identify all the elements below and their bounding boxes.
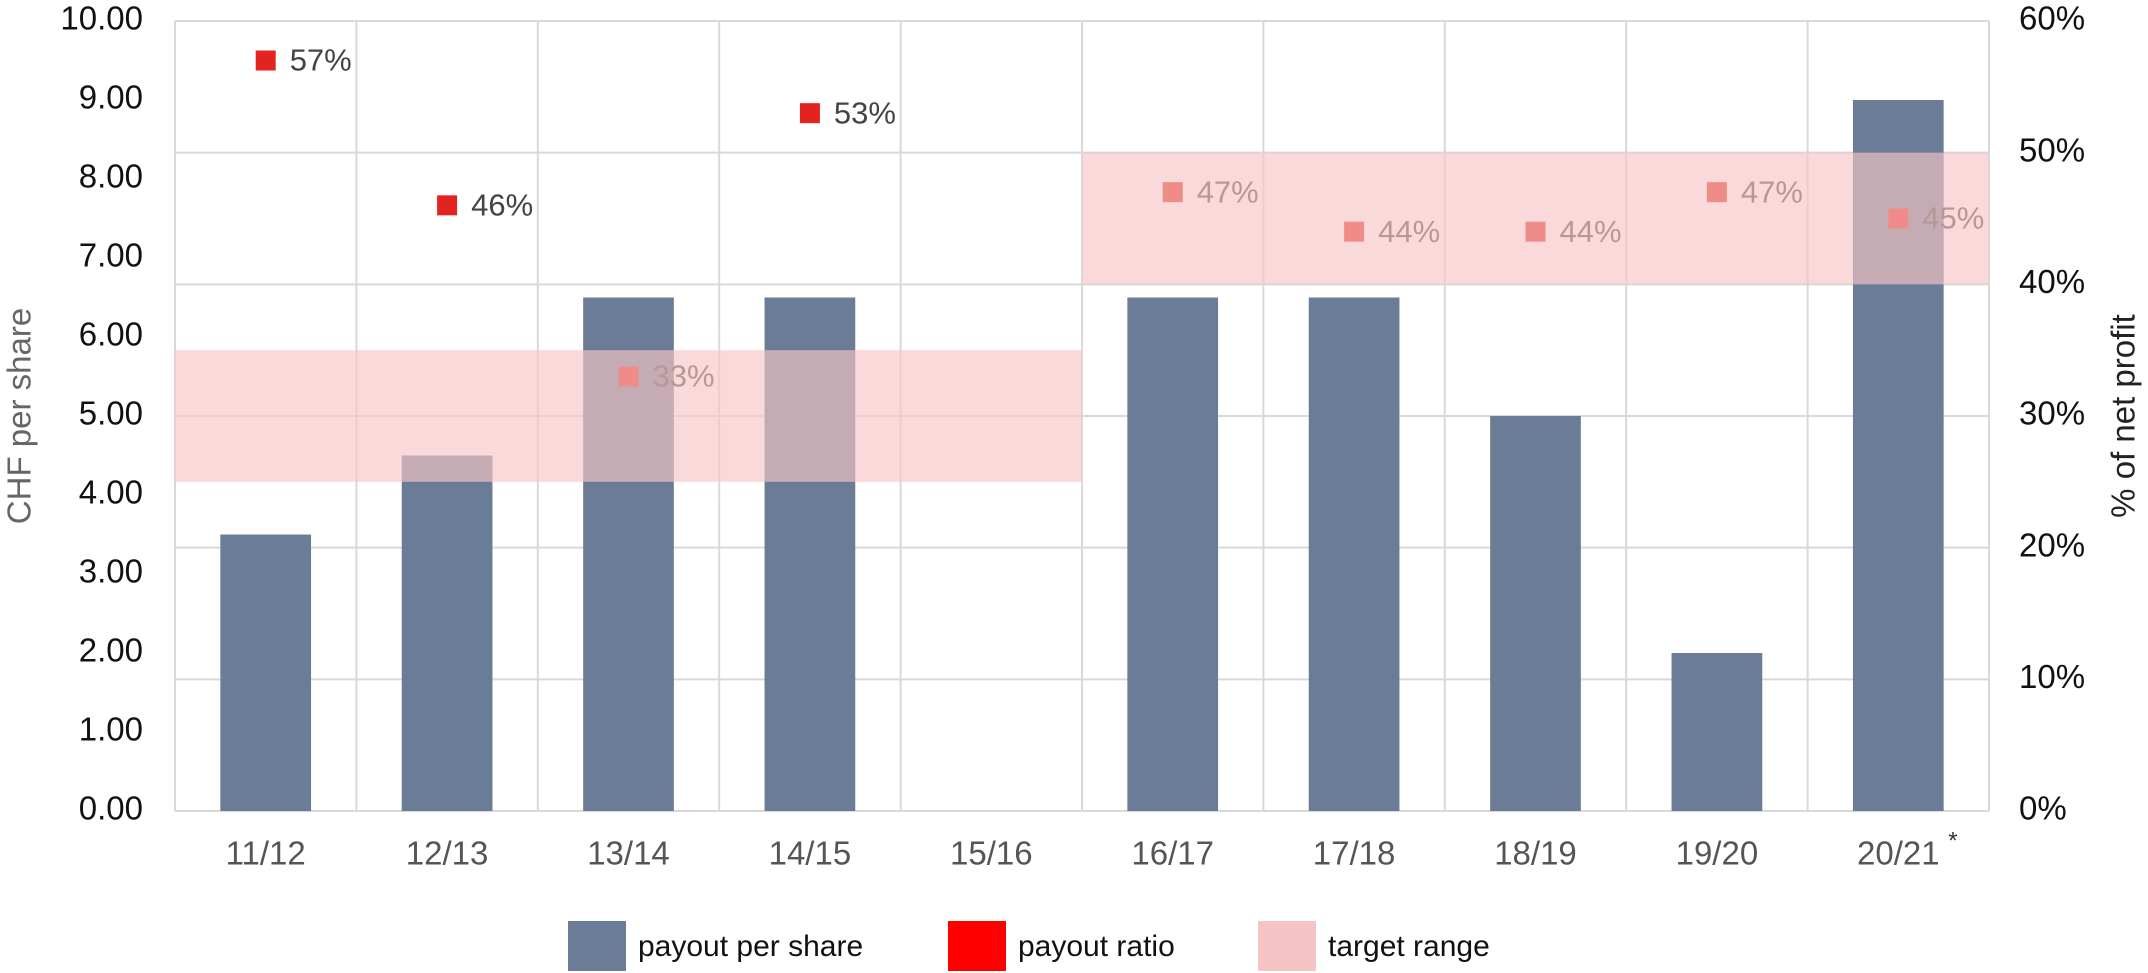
data-label: 46%: [471, 188, 533, 223]
x-tick-label: 18/19: [1494, 835, 1577, 872]
x-tick-label: 17/18: [1313, 835, 1396, 872]
x-tick-label: 13/14: [587, 835, 670, 872]
y-tick-label: 6.00: [79, 316, 143, 353]
y-tick-label: 0.00: [79, 790, 143, 827]
marker: [437, 195, 458, 216]
y-tick-label: 4.00: [79, 474, 143, 511]
y2-tick-label: 0%: [2019, 790, 2067, 827]
x-tick-label: 15/16: [950, 835, 1033, 872]
y-tick-label: 3.00: [79, 553, 143, 590]
y2-tick-label: 60%: [2019, 0, 2085, 37]
y-tick-label: 9.00: [79, 79, 143, 116]
y-tick-label: 5.00: [79, 395, 143, 432]
y2-tick-label: 30%: [2019, 395, 2085, 432]
legend-label: payout ratio: [1018, 930, 1175, 963]
legend-label: payout per share: [638, 930, 863, 963]
x-tick-label: 16/17: [1131, 835, 1214, 872]
marker: [255, 50, 276, 71]
y2-axis-label: % of net profit: [2105, 314, 2142, 518]
annotation: *: [1948, 827, 1957, 854]
y-axis-label: CHF per share: [1, 308, 38, 524]
x-tick-label: 19/20: [1676, 835, 1759, 872]
y-tick-label: 8.00: [79, 158, 143, 195]
y2-tick-label: 10%: [2019, 658, 2085, 695]
x-tick-label: 12/13: [406, 835, 489, 872]
y2-tick-label: 40%: [2019, 263, 2085, 300]
target-range: [175, 350, 1082, 482]
y-tick-label: 1.00: [79, 711, 143, 748]
marker: [799, 103, 820, 124]
bar: [220, 534, 312, 811]
bar: [401, 455, 493, 811]
y-tick-label: 2.00: [79, 632, 143, 669]
y-tick-label: 10.00: [60, 0, 143, 37]
y2-tick-label: 50%: [2019, 131, 2085, 168]
y2-tick-label: 20%: [2019, 526, 2085, 563]
bar: [1308, 297, 1400, 811]
x-tick-label: 20/21: [1857, 835, 1940, 872]
y-tick-label: 7.00: [79, 237, 143, 274]
data-label: 57%: [290, 43, 352, 78]
bar: [1671, 653, 1763, 811]
bar: [1127, 297, 1219, 811]
bar: [1490, 416, 1581, 811]
target-range: [1082, 152, 1989, 285]
legend-swatch: [948, 921, 1006, 971]
data-label: 53%: [834, 95, 896, 130]
legend-swatch: [568, 921, 626, 971]
legend-swatch: [1258, 921, 1316, 971]
legend-label: target range: [1328, 930, 1490, 963]
x-tick-label: 14/15: [769, 835, 852, 872]
x-tick-label: 11/12: [226, 835, 306, 872]
